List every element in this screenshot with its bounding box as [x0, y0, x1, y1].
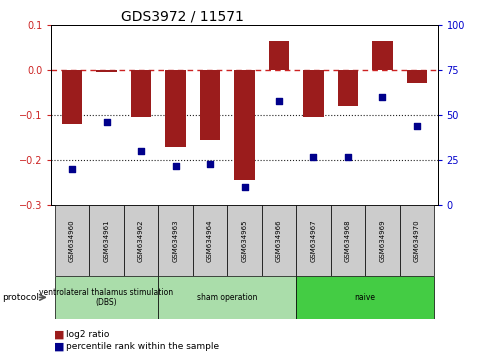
- Bar: [158, 205, 192, 276]
- Point: [205, 161, 213, 167]
- Text: protocol: protocol: [2, 293, 40, 302]
- Bar: [365, 205, 399, 276]
- Text: percentile rank within the sample: percentile rank within the sample: [66, 342, 219, 352]
- Point: [378, 94, 386, 100]
- Text: GSM634965: GSM634965: [241, 219, 247, 262]
- Point: [275, 98, 283, 103]
- Bar: [337, 70, 358, 106]
- Bar: [268, 41, 289, 70]
- Text: GSM634964: GSM634964: [206, 219, 213, 262]
- Bar: [158, 276, 296, 319]
- Bar: [89, 205, 123, 276]
- Text: GSM634963: GSM634963: [172, 219, 178, 262]
- Bar: [192, 205, 227, 276]
- Text: GSM634960: GSM634960: [69, 219, 75, 262]
- Text: ventrolateral thalamus stimulation
(DBS): ventrolateral thalamus stimulation (DBS): [40, 288, 173, 307]
- Bar: [296, 205, 330, 276]
- Text: GSM634968: GSM634968: [344, 219, 350, 262]
- Text: GDS3972 / 11571: GDS3972 / 11571: [121, 10, 243, 24]
- Text: GSM634967: GSM634967: [310, 219, 316, 262]
- Text: GSM634962: GSM634962: [138, 219, 144, 262]
- Point: [171, 163, 179, 169]
- Point: [102, 119, 110, 125]
- Bar: [55, 205, 89, 276]
- Bar: [130, 70, 151, 117]
- Text: ■: ■: [54, 342, 64, 352]
- Bar: [96, 70, 117, 72]
- Text: GSM634961: GSM634961: [103, 219, 109, 262]
- Point: [137, 148, 144, 154]
- Point: [344, 154, 351, 159]
- Bar: [371, 41, 392, 70]
- Bar: [227, 205, 261, 276]
- Point: [240, 184, 248, 190]
- Bar: [61, 70, 82, 124]
- Text: log2 ratio: log2 ratio: [66, 330, 109, 339]
- Text: naive: naive: [354, 293, 375, 302]
- Text: GSM634970: GSM634970: [413, 219, 419, 262]
- Text: sham operation: sham operation: [197, 293, 257, 302]
- Text: GSM634969: GSM634969: [379, 219, 385, 262]
- Point: [412, 123, 420, 129]
- Bar: [55, 276, 158, 319]
- Bar: [330, 205, 365, 276]
- Point: [68, 166, 76, 172]
- Bar: [303, 70, 323, 117]
- Bar: [123, 205, 158, 276]
- Text: GSM634966: GSM634966: [275, 219, 282, 262]
- Bar: [199, 70, 220, 140]
- Bar: [406, 70, 427, 84]
- Bar: [296, 276, 433, 319]
- Point: [309, 154, 317, 159]
- Bar: [399, 205, 433, 276]
- Bar: [165, 70, 185, 147]
- Text: ■: ■: [54, 330, 64, 339]
- Bar: [234, 70, 254, 181]
- Bar: [261, 205, 296, 276]
